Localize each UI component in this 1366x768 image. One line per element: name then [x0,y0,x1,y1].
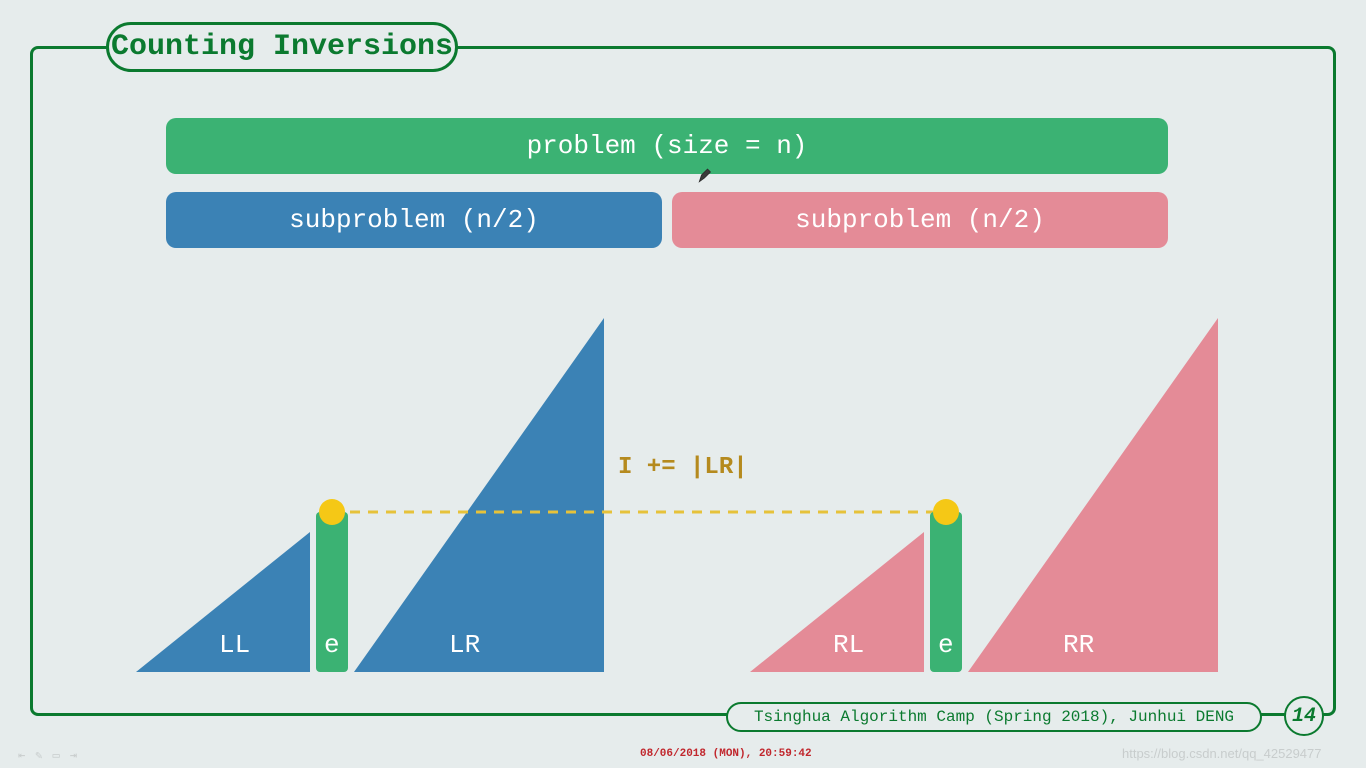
label-e-left: e [324,630,340,660]
nav-screen-icon[interactable]: ▭ [52,748,59,763]
nav-pen-icon[interactable]: ✎ [35,748,42,763]
label-e-right: e [938,630,954,660]
pen-cursor-icon [697,166,715,184]
dashed-connector [0,0,1366,768]
page-number: 14 [1284,696,1324,736]
label-RR: RR [1063,630,1094,660]
slide: Counting Inversions problem (size = n) s… [0,0,1366,768]
footer-credit-text: Tsinghua Algorithm Camp (Spring 2018), J… [754,708,1234,726]
label-LR: LR [449,630,480,660]
left-dot [319,499,345,525]
inversion-formula: I += |LR| [618,454,748,481]
page-number-text: 14 [1292,705,1316,728]
right-dot [933,499,959,525]
label-LL: LL [219,630,250,660]
nav-next-icon[interactable]: ⇥ [70,748,77,763]
timestamp: 08/06/2018 (MON), 20:59:42 [640,748,812,760]
nav-icons[interactable]: ⇤ ✎ ▭ ⇥ [18,748,77,763]
footer-credit: Tsinghua Algorithm Camp (Spring 2018), J… [726,702,1262,732]
label-RL: RL [833,630,864,660]
watermark: https://blog.csdn.net/qq_42529477 [1122,746,1322,761]
nav-prev-icon[interactable]: ⇤ [18,748,25,763]
